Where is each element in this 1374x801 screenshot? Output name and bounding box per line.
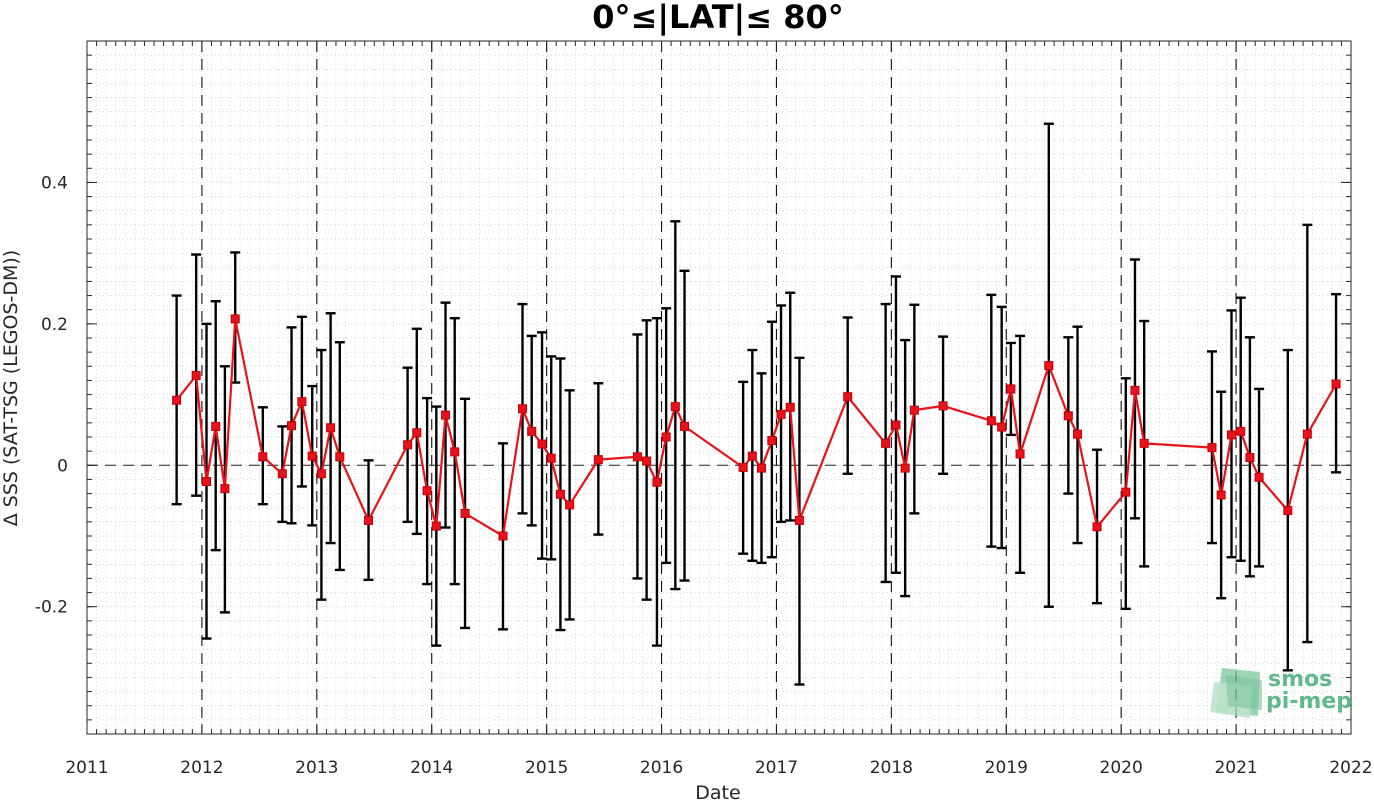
data-point-marker <box>1226 430 1236 440</box>
y-axis-label: Δ SSS (SAT-TSG (LEGOS-DM)) <box>0 250 22 526</box>
data-point-marker <box>767 436 777 446</box>
data-point-marker <box>287 421 297 431</box>
data-point-marker <box>843 392 853 402</box>
data-point-marker <box>403 440 413 450</box>
y-tick-label: 0.4 <box>41 173 68 193</box>
data-point-marker <box>1092 522 1102 532</box>
data-point-marker <box>431 521 441 531</box>
data-point-marker <box>1236 426 1246 436</box>
x-tick-label: 2019 <box>985 758 1028 778</box>
x-tick-label: 2015 <box>525 758 568 778</box>
data-point-marker <box>1044 361 1054 371</box>
y-tick-label: -0.2 <box>35 598 68 618</box>
data-point-marker <box>1063 411 1073 421</box>
data-point-marker <box>258 452 268 462</box>
data-point-marker <box>900 463 910 473</box>
x-axis-label: Date <box>695 782 740 801</box>
data-point-marker <box>422 486 432 496</box>
data-point-marker <box>277 469 287 479</box>
data-point-marker <box>537 439 547 449</box>
data-point-marker <box>738 462 748 472</box>
data-point-marker <box>785 402 795 412</box>
x-tick-label: 2022 <box>1329 758 1372 778</box>
data-point-marker <box>757 463 767 473</box>
data-point-marker <box>1207 443 1217 453</box>
data-point-marker <box>891 420 901 430</box>
data-point-marker <box>1139 438 1149 448</box>
data-point-marker <box>220 484 230 494</box>
x-tick-label: 2021 <box>1214 758 1257 778</box>
data-point-marker <box>909 405 919 415</box>
data-point-marker <box>460 508 470 518</box>
data-point-marker <box>593 455 603 465</box>
data-point-marker <box>202 477 212 487</box>
data-point-marker <box>230 314 240 324</box>
series-markers <box>172 314 1341 541</box>
data-point-marker <box>316 469 326 479</box>
data-point-marker <box>191 370 201 380</box>
data-point-marker <box>632 452 642 462</box>
data-point-marker <box>307 451 317 461</box>
data-point-marker <box>938 401 948 411</box>
data-point-marker <box>747 451 757 461</box>
x-tick-label: 2017 <box>755 758 798 778</box>
data-point-marker <box>297 397 307 407</box>
data-point-marker <box>1073 429 1083 439</box>
logo-line-1: smos <box>1268 667 1332 692</box>
data-point-marker <box>1006 384 1016 394</box>
data-point-marker <box>412 428 422 438</box>
data-point-marker <box>527 426 537 436</box>
x-tick-label: 2016 <box>640 758 683 778</box>
x-tick-label: 2012 <box>180 758 223 778</box>
tick-labels: 2011 2012 2013 2014 2015 2016 2017 2018 2019 2020… <box>35 173 1373 778</box>
data-point-marker <box>986 416 996 426</box>
data-point-marker <box>1331 379 1341 389</box>
data-point-marker <box>498 531 508 541</box>
data-point-marker <box>555 489 565 499</box>
data-point-marker <box>546 453 556 463</box>
data-point-marker <box>642 456 652 466</box>
data-point-marker <box>670 402 680 412</box>
data-point-marker <box>172 395 182 405</box>
chart-title: 0°≤|LAT|≤ 80° <box>592 0 843 37</box>
x-tick-label: 2013 <box>295 758 338 778</box>
grid <box>86 41 1352 735</box>
data-point-marker <box>1216 490 1226 500</box>
smos-pi-mep-logo: smos pi-mep <box>1210 667 1352 718</box>
y-tick-label: 0 <box>57 456 68 476</box>
data-point-marker <box>211 421 221 431</box>
data-point-marker <box>1302 429 1312 439</box>
data-point-marker <box>776 409 786 419</box>
x-tick-label: 2014 <box>410 758 453 778</box>
data-point-marker <box>364 515 374 525</box>
reference-lines <box>87 41 1351 734</box>
data-point-marker <box>1121 487 1131 497</box>
logo-mark-icon <box>1210 668 1262 718</box>
data-point-marker <box>794 515 804 525</box>
x-tick-label: 2018 <box>870 758 913 778</box>
logo-line-2: pi-mep <box>1266 689 1352 714</box>
data-point-marker <box>565 500 575 510</box>
data-point-marker <box>335 452 345 462</box>
data-point-marker <box>326 423 336 433</box>
axes-frame <box>86 40 1352 735</box>
data-point-marker <box>652 477 662 487</box>
data-point-marker <box>997 422 1007 432</box>
data-point-marker <box>661 432 671 442</box>
data-point-marker <box>518 404 528 414</box>
data-point-marker <box>1130 385 1140 395</box>
data-point-marker <box>1015 449 1025 459</box>
x-tick-label: 2011 <box>65 758 108 778</box>
x-tick-label: 2020 <box>1100 758 1143 778</box>
data-point-marker <box>881 438 891 448</box>
y-tick-label: 0.2 <box>41 315 68 335</box>
data-point-marker <box>450 447 460 457</box>
data-point-marker <box>1245 453 1255 463</box>
data-point-marker <box>1254 472 1264 482</box>
data-point-marker <box>680 421 690 431</box>
data-point-marker <box>441 410 451 420</box>
data-point-marker <box>1283 506 1293 516</box>
